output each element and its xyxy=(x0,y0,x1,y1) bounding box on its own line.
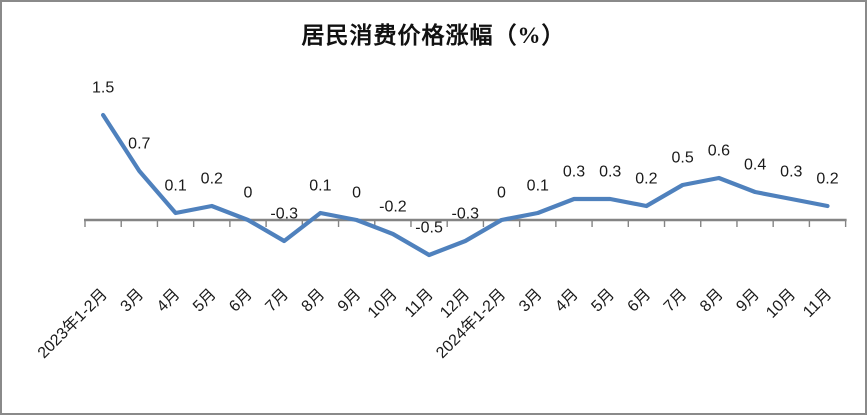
x-axis-label: 5月 xyxy=(190,286,220,316)
data-label: 0 xyxy=(497,185,506,202)
data-label: 0.1 xyxy=(164,178,186,195)
x-axis-label: 5月 xyxy=(588,286,618,316)
data-label: 0.7 xyxy=(128,136,150,153)
data-label: 0.2 xyxy=(201,171,223,188)
x-axis-label: 10月 xyxy=(763,286,799,322)
x-axis-label: 7月 xyxy=(262,286,292,316)
x-axis-label: 6月 xyxy=(625,286,655,316)
data-label: 0 xyxy=(244,185,253,202)
data-label: 0 xyxy=(352,185,361,202)
x-axis-label: 9月 xyxy=(335,286,365,316)
x-axis-label: 4月 xyxy=(154,286,184,316)
chart-title: 居民消费价格涨幅（%） xyxy=(301,23,566,48)
data-label: 0.2 xyxy=(635,171,657,188)
data-label: 0.5 xyxy=(671,150,693,167)
x-axis-label: 11月 xyxy=(402,286,437,321)
data-label: -0.3 xyxy=(270,206,298,223)
x-axis-label: 6月 xyxy=(226,286,256,316)
x-axis-label: 9月 xyxy=(733,286,763,316)
x-axis-label: 10月 xyxy=(365,286,401,322)
x-axis-label: 3月 xyxy=(516,286,546,316)
x-axis-label: 2023年1-2月 xyxy=(34,285,111,362)
x-axis-label: 8月 xyxy=(697,286,727,316)
data-label: 0.2 xyxy=(816,171,838,188)
data-label: 0.6 xyxy=(708,143,730,160)
data-label: -0.2 xyxy=(379,199,407,216)
cpi-series-line xyxy=(100,112,830,258)
data-label: 1.5 xyxy=(92,80,114,97)
x-axis-label: 3月 xyxy=(117,286,147,316)
data-label: 0.3 xyxy=(599,164,621,181)
data-label: -0.5 xyxy=(415,220,443,237)
x-axis-label: 7月 xyxy=(661,286,691,316)
data-label: 0.4 xyxy=(744,157,766,174)
x-axis-label: 4月 xyxy=(552,286,582,316)
x-axis-label: 11月 xyxy=(800,286,835,321)
data-label: 0.3 xyxy=(563,164,585,181)
x-axis-label: 8月 xyxy=(299,286,329,316)
data-label: -0.3 xyxy=(452,206,480,223)
data-label: 0.1 xyxy=(309,178,331,195)
data-label: 0.1 xyxy=(527,178,549,195)
data-label: 0.3 xyxy=(780,164,802,181)
